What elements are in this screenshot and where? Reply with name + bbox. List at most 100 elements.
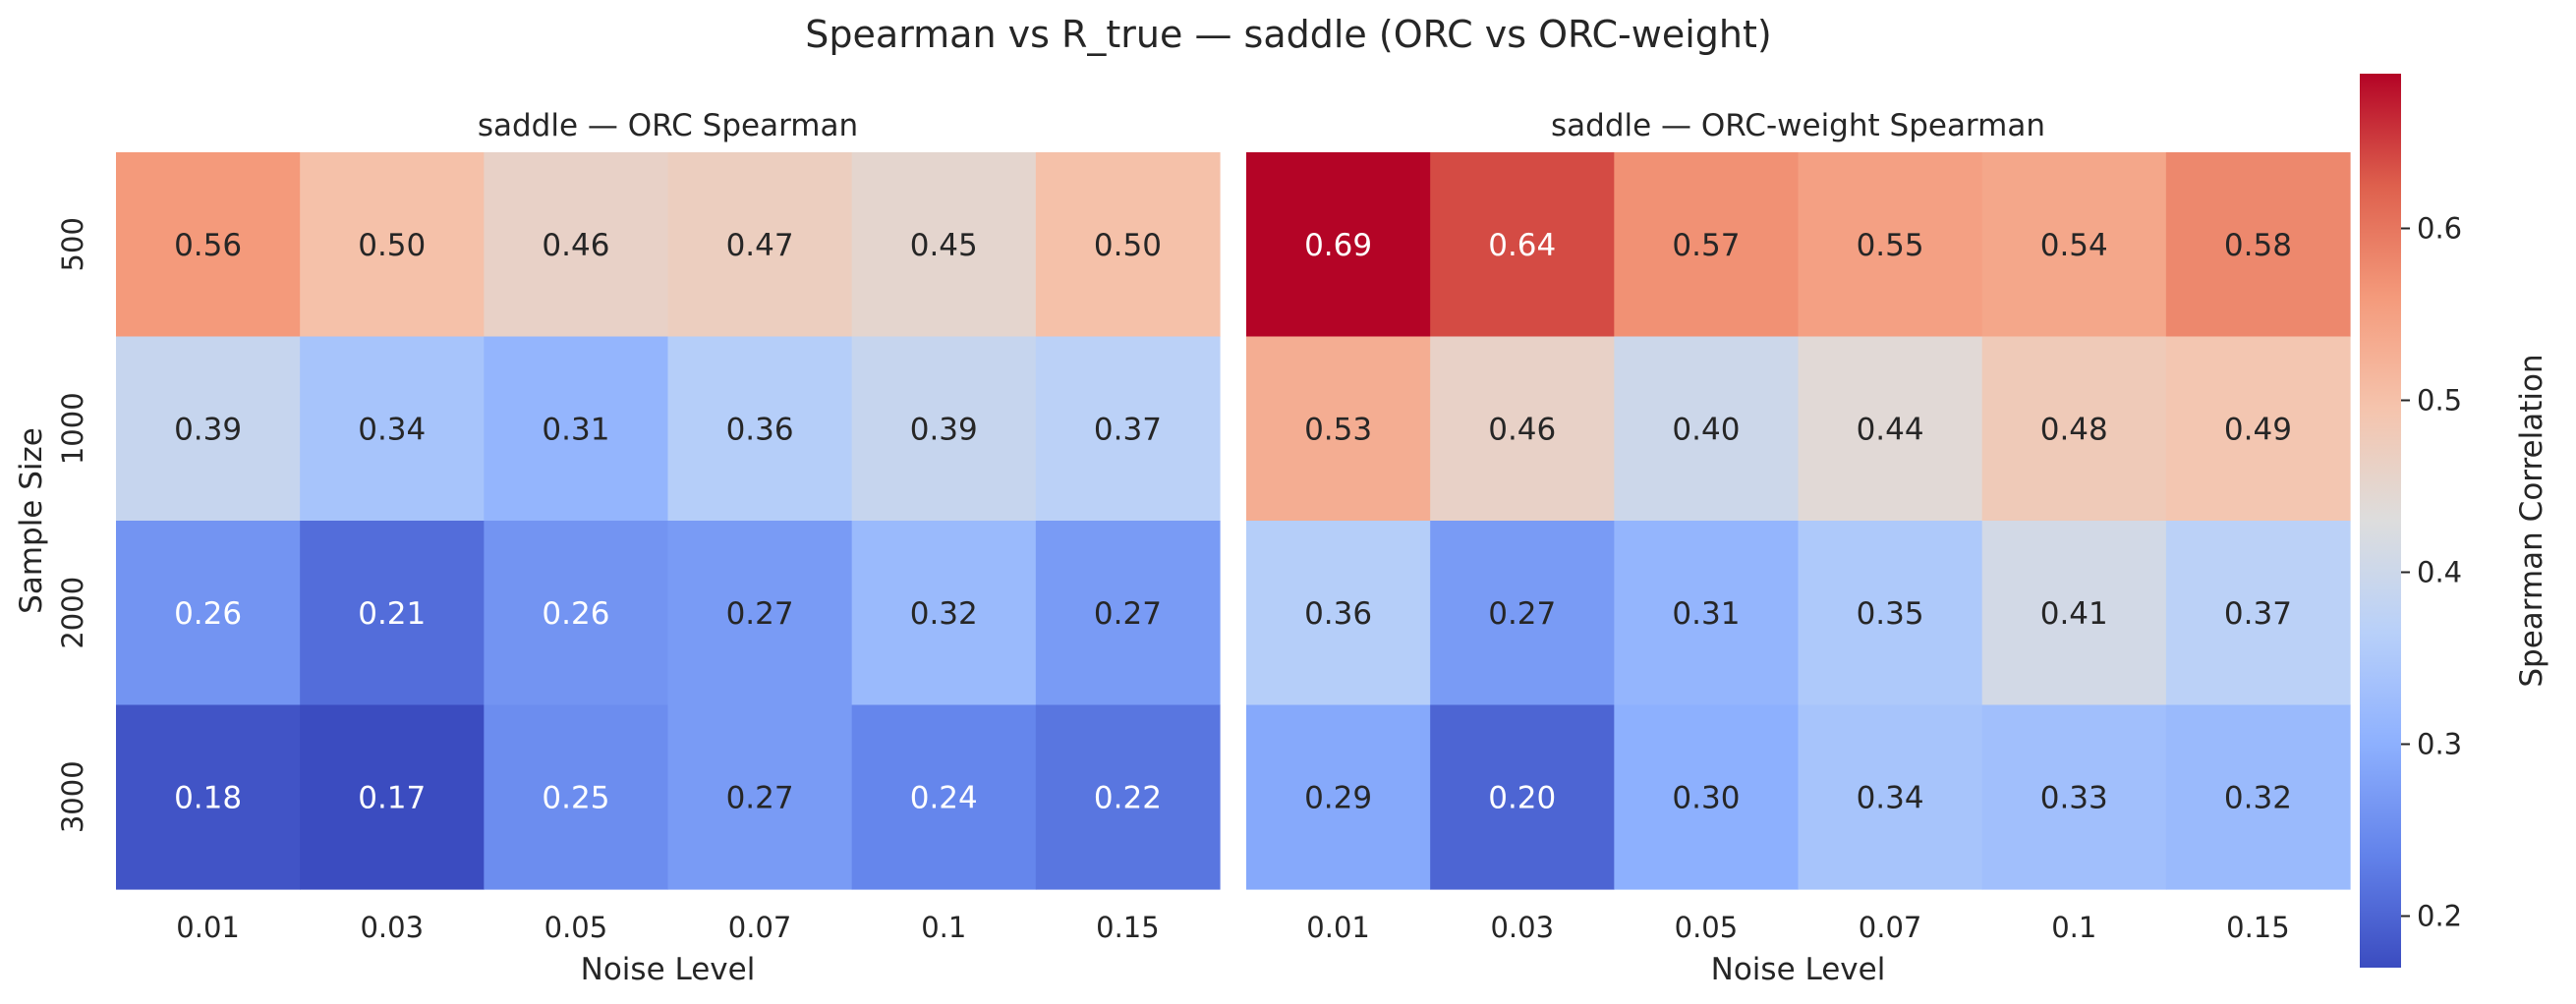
heatmap-cell xyxy=(116,704,301,890)
cell-value-label: 0.47 xyxy=(726,228,794,263)
heatmap-cell xyxy=(667,521,853,706)
heatmap-cell xyxy=(1035,336,1221,522)
colorbar-gradient xyxy=(2360,74,2401,968)
cell-value-label: 0.36 xyxy=(726,412,794,447)
cell-value-label: 0.18 xyxy=(174,780,242,815)
x-tick-label: 0.01 xyxy=(1306,911,1370,944)
cell-value-label: 0.64 xyxy=(1488,228,1556,263)
cell-value-label: 0.26 xyxy=(542,596,609,632)
heatmap-cell xyxy=(1430,704,1615,890)
cell-value-label: 0.17 xyxy=(358,780,426,815)
cell-value-label: 0.36 xyxy=(1304,596,1372,632)
x-tick-label: 0.15 xyxy=(2226,911,2290,944)
heatmap-cell xyxy=(1981,336,2167,522)
heatmap-cell xyxy=(1798,521,1983,706)
cell-value-label: 0.41 xyxy=(2040,596,2108,632)
heatmap-cell xyxy=(1430,521,1615,706)
x-axis-label: Noise Level xyxy=(1711,952,1886,987)
heatmap-cell xyxy=(1246,336,1431,522)
heatmap-cell xyxy=(851,152,1037,338)
heatmap-cell xyxy=(2165,704,2351,890)
cell-value-label: 0.34 xyxy=(1857,780,1924,815)
heatmap-cell xyxy=(851,521,1037,706)
cell-value-label: 0.56 xyxy=(174,228,242,263)
cell-value-label: 0.25 xyxy=(542,780,609,815)
y-axis-label: Sample Size xyxy=(14,427,49,614)
heatmap-cell xyxy=(1430,152,1615,338)
heatmap-cell xyxy=(851,704,1037,890)
cell-value-label: 0.40 xyxy=(1672,412,1740,447)
cell-value-label: 0.39 xyxy=(174,412,242,447)
heatmap-cell xyxy=(1798,704,1983,890)
x-axis-label: Noise Level xyxy=(581,952,756,987)
heatmap-cell xyxy=(484,704,669,890)
heatmap-cell xyxy=(2165,336,2351,522)
heatmap-cell xyxy=(300,704,485,890)
x-tick-label: 0.01 xyxy=(176,911,240,944)
heatmap-cell xyxy=(1035,152,1221,338)
x-tick-label: 0.07 xyxy=(728,911,792,944)
orc-weight-heatmap-panel: saddle — ORC-weight Spearman 0.69 0.64 0.57… xyxy=(1246,108,2351,987)
colorbar-tick-label: 0.6 xyxy=(2417,212,2462,246)
cell-value-label: 0.37 xyxy=(1094,412,1162,447)
x-tick-label: 0.1 xyxy=(921,911,966,944)
cell-value-label: 0.27 xyxy=(726,780,794,815)
heatmap-cell xyxy=(1614,152,1800,338)
cell-value-label: 0.32 xyxy=(910,596,978,632)
heatmap-cell xyxy=(300,521,485,706)
cell-value-label: 0.69 xyxy=(1304,228,1372,263)
x-tick-label: 0.07 xyxy=(1859,911,1922,944)
cell-value-label: 0.54 xyxy=(2040,228,2108,263)
cell-value-label: 0.27 xyxy=(1488,596,1556,632)
cell-value-label: 0.48 xyxy=(2040,412,2108,447)
panel-title: saddle — ORC Spearman xyxy=(478,108,858,143)
cell-value-label: 0.57 xyxy=(1672,228,1740,263)
colorbar-tick-label: 0.2 xyxy=(2417,900,2462,933)
panel-title: saddle — ORC-weight Spearman xyxy=(1551,108,2045,143)
cell-value-label: 0.49 xyxy=(2224,412,2292,447)
y-tick-label: 3000 xyxy=(56,760,89,833)
cell-value-label: 0.29 xyxy=(1304,780,1372,815)
cell-value-label: 0.44 xyxy=(1857,412,1924,447)
colorbar-tick-label: 0.3 xyxy=(2417,728,2462,761)
heatmap-cell xyxy=(484,152,669,338)
colorbar-label: Spearman Correlation xyxy=(2514,354,2549,687)
heatmap-cell xyxy=(1430,336,1615,522)
y-tick-label: 500 xyxy=(56,217,89,271)
y-tick-label: 1000 xyxy=(56,392,89,465)
x-tick-label: 0.15 xyxy=(1096,911,1160,944)
cell-value-label: 0.35 xyxy=(1857,596,1924,632)
heatmap-cell xyxy=(1035,521,1221,706)
cell-value-label: 0.50 xyxy=(1094,228,1162,263)
heatmap-cell xyxy=(1246,152,1431,338)
heatmap-cell xyxy=(1981,152,2167,338)
heatmap-cell xyxy=(667,704,853,890)
heatmap-cell xyxy=(1981,704,2167,890)
heatmap-cell xyxy=(484,336,669,522)
cell-value-label: 0.30 xyxy=(1672,780,1740,815)
heatmap-cell xyxy=(851,336,1037,522)
heatmap-cell xyxy=(300,336,485,522)
cell-value-label: 0.50 xyxy=(358,228,426,263)
orc-heatmap-panel: saddle — ORC Spearman 0.56 0.50 0.46 0.47 0.4… xyxy=(14,108,1221,987)
heatmap-cell xyxy=(116,336,301,522)
heatmap-cell xyxy=(116,521,301,706)
cell-value-label: 0.33 xyxy=(2040,780,2108,815)
cell-value-label: 0.39 xyxy=(910,412,978,447)
heatmap-cell xyxy=(1246,704,1431,890)
cell-value-label: 0.53 xyxy=(1304,412,1372,447)
cell-value-label: 0.34 xyxy=(358,412,426,447)
cell-value-label: 0.55 xyxy=(1857,228,1924,263)
heatmap-cell xyxy=(2165,152,2351,338)
heatmap-cell xyxy=(1614,521,1800,706)
y-tick-label: 2000 xyxy=(56,577,89,649)
heatmap-cell xyxy=(1798,152,1983,338)
heatmap-cell xyxy=(1246,521,1431,706)
cell-value-label: 0.31 xyxy=(542,412,609,447)
colorbar: 0.2 0.3 0.4 0.5 0.6 Spearman Correlation xyxy=(2360,74,2549,968)
figure-title: Spearman vs R_true — saddle (ORC vs ORC-… xyxy=(805,13,1771,56)
cell-value-label: 0.32 xyxy=(2224,780,2292,815)
cell-value-label: 0.45 xyxy=(910,228,978,263)
cell-value-label: 0.58 xyxy=(2224,228,2292,263)
cell-value-label: 0.46 xyxy=(1488,412,1556,447)
